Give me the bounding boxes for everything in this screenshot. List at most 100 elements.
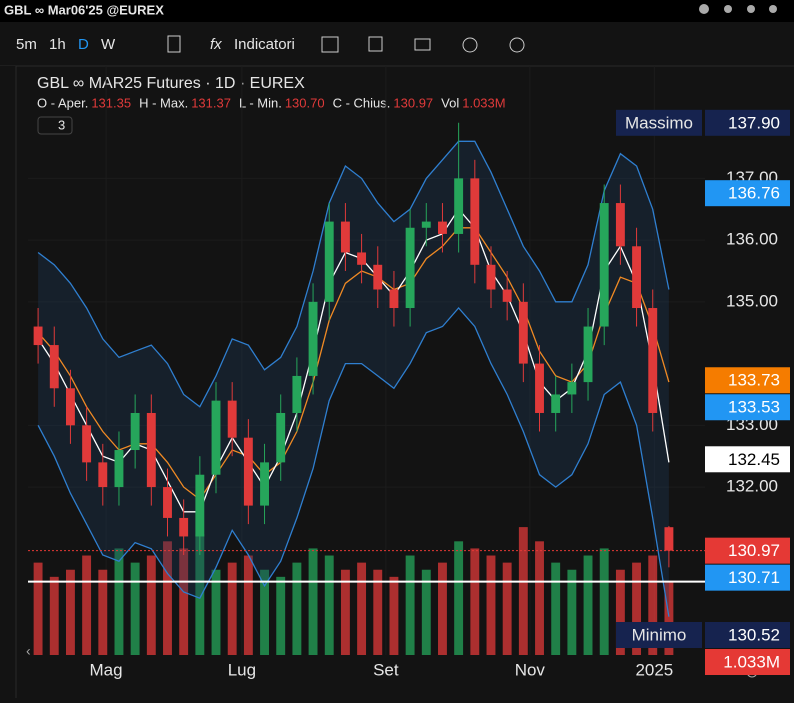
interval[interactable]: D — [78, 36, 89, 53]
ohlc-label: L - Min. — [239, 95, 282, 110]
candle-body — [195, 474, 205, 537]
price-tag-bg — [705, 564, 790, 591]
indicator-line — [37, 140, 670, 408]
price-tag-label: 136.76 — [728, 184, 780, 203]
chart-type-icon[interactable] — [167, 35, 181, 53]
ohlc-label: O - Aper. — [37, 95, 88, 110]
price-tag-label: 130.97 — [728, 541, 780, 560]
volume-bar — [227, 562, 237, 655]
candle-body — [243, 437, 253, 506]
volume-bar — [98, 569, 108, 655]
left-toolbar — [0, 66, 16, 698]
interval[interactable]: 5m — [16, 36, 37, 53]
y-tick-label: 135.00 — [726, 291, 778, 310]
ohlc-label: Vol — [441, 95, 459, 110]
candle-body — [421, 221, 431, 228]
price-tag-bg — [705, 394, 790, 421]
candle-body — [33, 326, 43, 346]
candle-body — [82, 425, 92, 463]
volume-bar — [163, 541, 172, 655]
price-tag-label: 133.73 — [728, 371, 780, 390]
candle-body — [405, 227, 415, 309]
candle-body — [632, 246, 642, 309]
top-bar — [0, 0, 794, 22]
interval[interactable]: 1h — [49, 36, 66, 53]
candle-body — [502, 289, 512, 302]
price-tag-label: 132.45 — [728, 450, 780, 469]
candle-body — [551, 394, 561, 413]
candle-body — [98, 462, 108, 488]
ohlc-value: 130.97 — [393, 95, 433, 110]
indicator-line — [37, 307, 670, 617]
candle-body — [648, 308, 658, 413]
price-tag-bg — [705, 622, 790, 648]
collapse-arrow[interactable]: ‹ — [26, 643, 31, 659]
volume-bar — [114, 548, 124, 655]
extreme-tag-bg — [616, 622, 702, 648]
volume-bar — [599, 548, 609, 655]
volume-bar — [211, 569, 221, 655]
volume-bar — [421, 569, 431, 655]
volume-bar — [33, 562, 43, 655]
ohlc-legend: O - Aper. 131.35 H - Max. 131.37 L - Min. 130… — [37, 95, 506, 110]
indicator-count[interactable]: 3 — [58, 117, 65, 132]
volume-bar — [502, 562, 512, 655]
candle-body — [470, 178, 480, 265]
candle-body — [146, 412, 156, 488]
indicator-toggle[interactable] — [37, 116, 73, 135]
volume-bar — [357, 562, 367, 655]
candle-body — [276, 412, 286, 463]
volume-bar — [340, 569, 350, 655]
extreme-tag-label: Massimo — [625, 113, 693, 132]
volume-bar — [195, 534, 205, 655]
toolbar-icons[interactable] — [321, 36, 525, 53]
price-tag-bg — [705, 109, 790, 136]
indicators-button[interactable]: Indicatori — [234, 36, 295, 53]
ohlc-value: 130.70 — [285, 95, 325, 110]
price-tag-label: 1.033M — [723, 652, 780, 671]
candle-body — [583, 326, 593, 383]
volume-bar — [583, 555, 593, 655]
extreme-tag-label: Minimo — [632, 625, 687, 644]
candle-body — [615, 203, 625, 247]
price-tag-bg — [705, 537, 790, 564]
ohlc-value: 131.35 — [91, 95, 131, 110]
extreme-tag-bg — [616, 109, 702, 136]
volume-bar — [632, 562, 642, 655]
candle-body — [49, 345, 59, 389]
volume-bar — [130, 562, 140, 655]
ohlc-label: H - Max. — [139, 95, 188, 110]
candle-body — [292, 375, 302, 413]
volume-bar — [454, 541, 464, 655]
volume-bar — [146, 555, 156, 655]
price-tag-label: 130.52 — [728, 625, 780, 644]
x-tick-label: Set — [373, 660, 399, 679]
volume-bar — [260, 569, 269, 655]
volume-bar — [324, 555, 334, 655]
interval[interactable]: W — [101, 36, 116, 53]
volume-bar — [389, 576, 399, 655]
symbol[interactable]: GBL ∞ Mar06'25 @EUREX — [4, 2, 164, 17]
price-tag-label: 133.53 — [728, 398, 780, 417]
candle-body — [179, 517, 189, 537]
candle-body — [324, 221, 334, 302]
volume-bar — [535, 541, 544, 655]
x-tick-label: Mag — [89, 660, 122, 679]
candle-body — [130, 412, 140, 451]
volume-bar — [648, 555, 658, 655]
volume-bar — [486, 555, 496, 655]
chart-title: GBL ∞ MAR25 Futures · 1D · EUREX — [37, 75, 305, 92]
fx-icon: fx — [210, 36, 222, 53]
candle-body — [567, 382, 577, 395]
y-tick-label: 136.00 — [726, 230, 778, 249]
x-tick-label: Nov — [515, 660, 546, 679]
window-icons — [699, 4, 777, 14]
ohlc-value: 1.033M — [462, 95, 505, 110]
y-tick-label: 132.00 — [726, 477, 778, 496]
volume-bar — [82, 555, 92, 655]
volume-bar — [243, 555, 253, 655]
candle-body — [389, 289, 399, 309]
price-tag-bg — [705, 649, 790, 675]
candle-body — [114, 450, 124, 488]
